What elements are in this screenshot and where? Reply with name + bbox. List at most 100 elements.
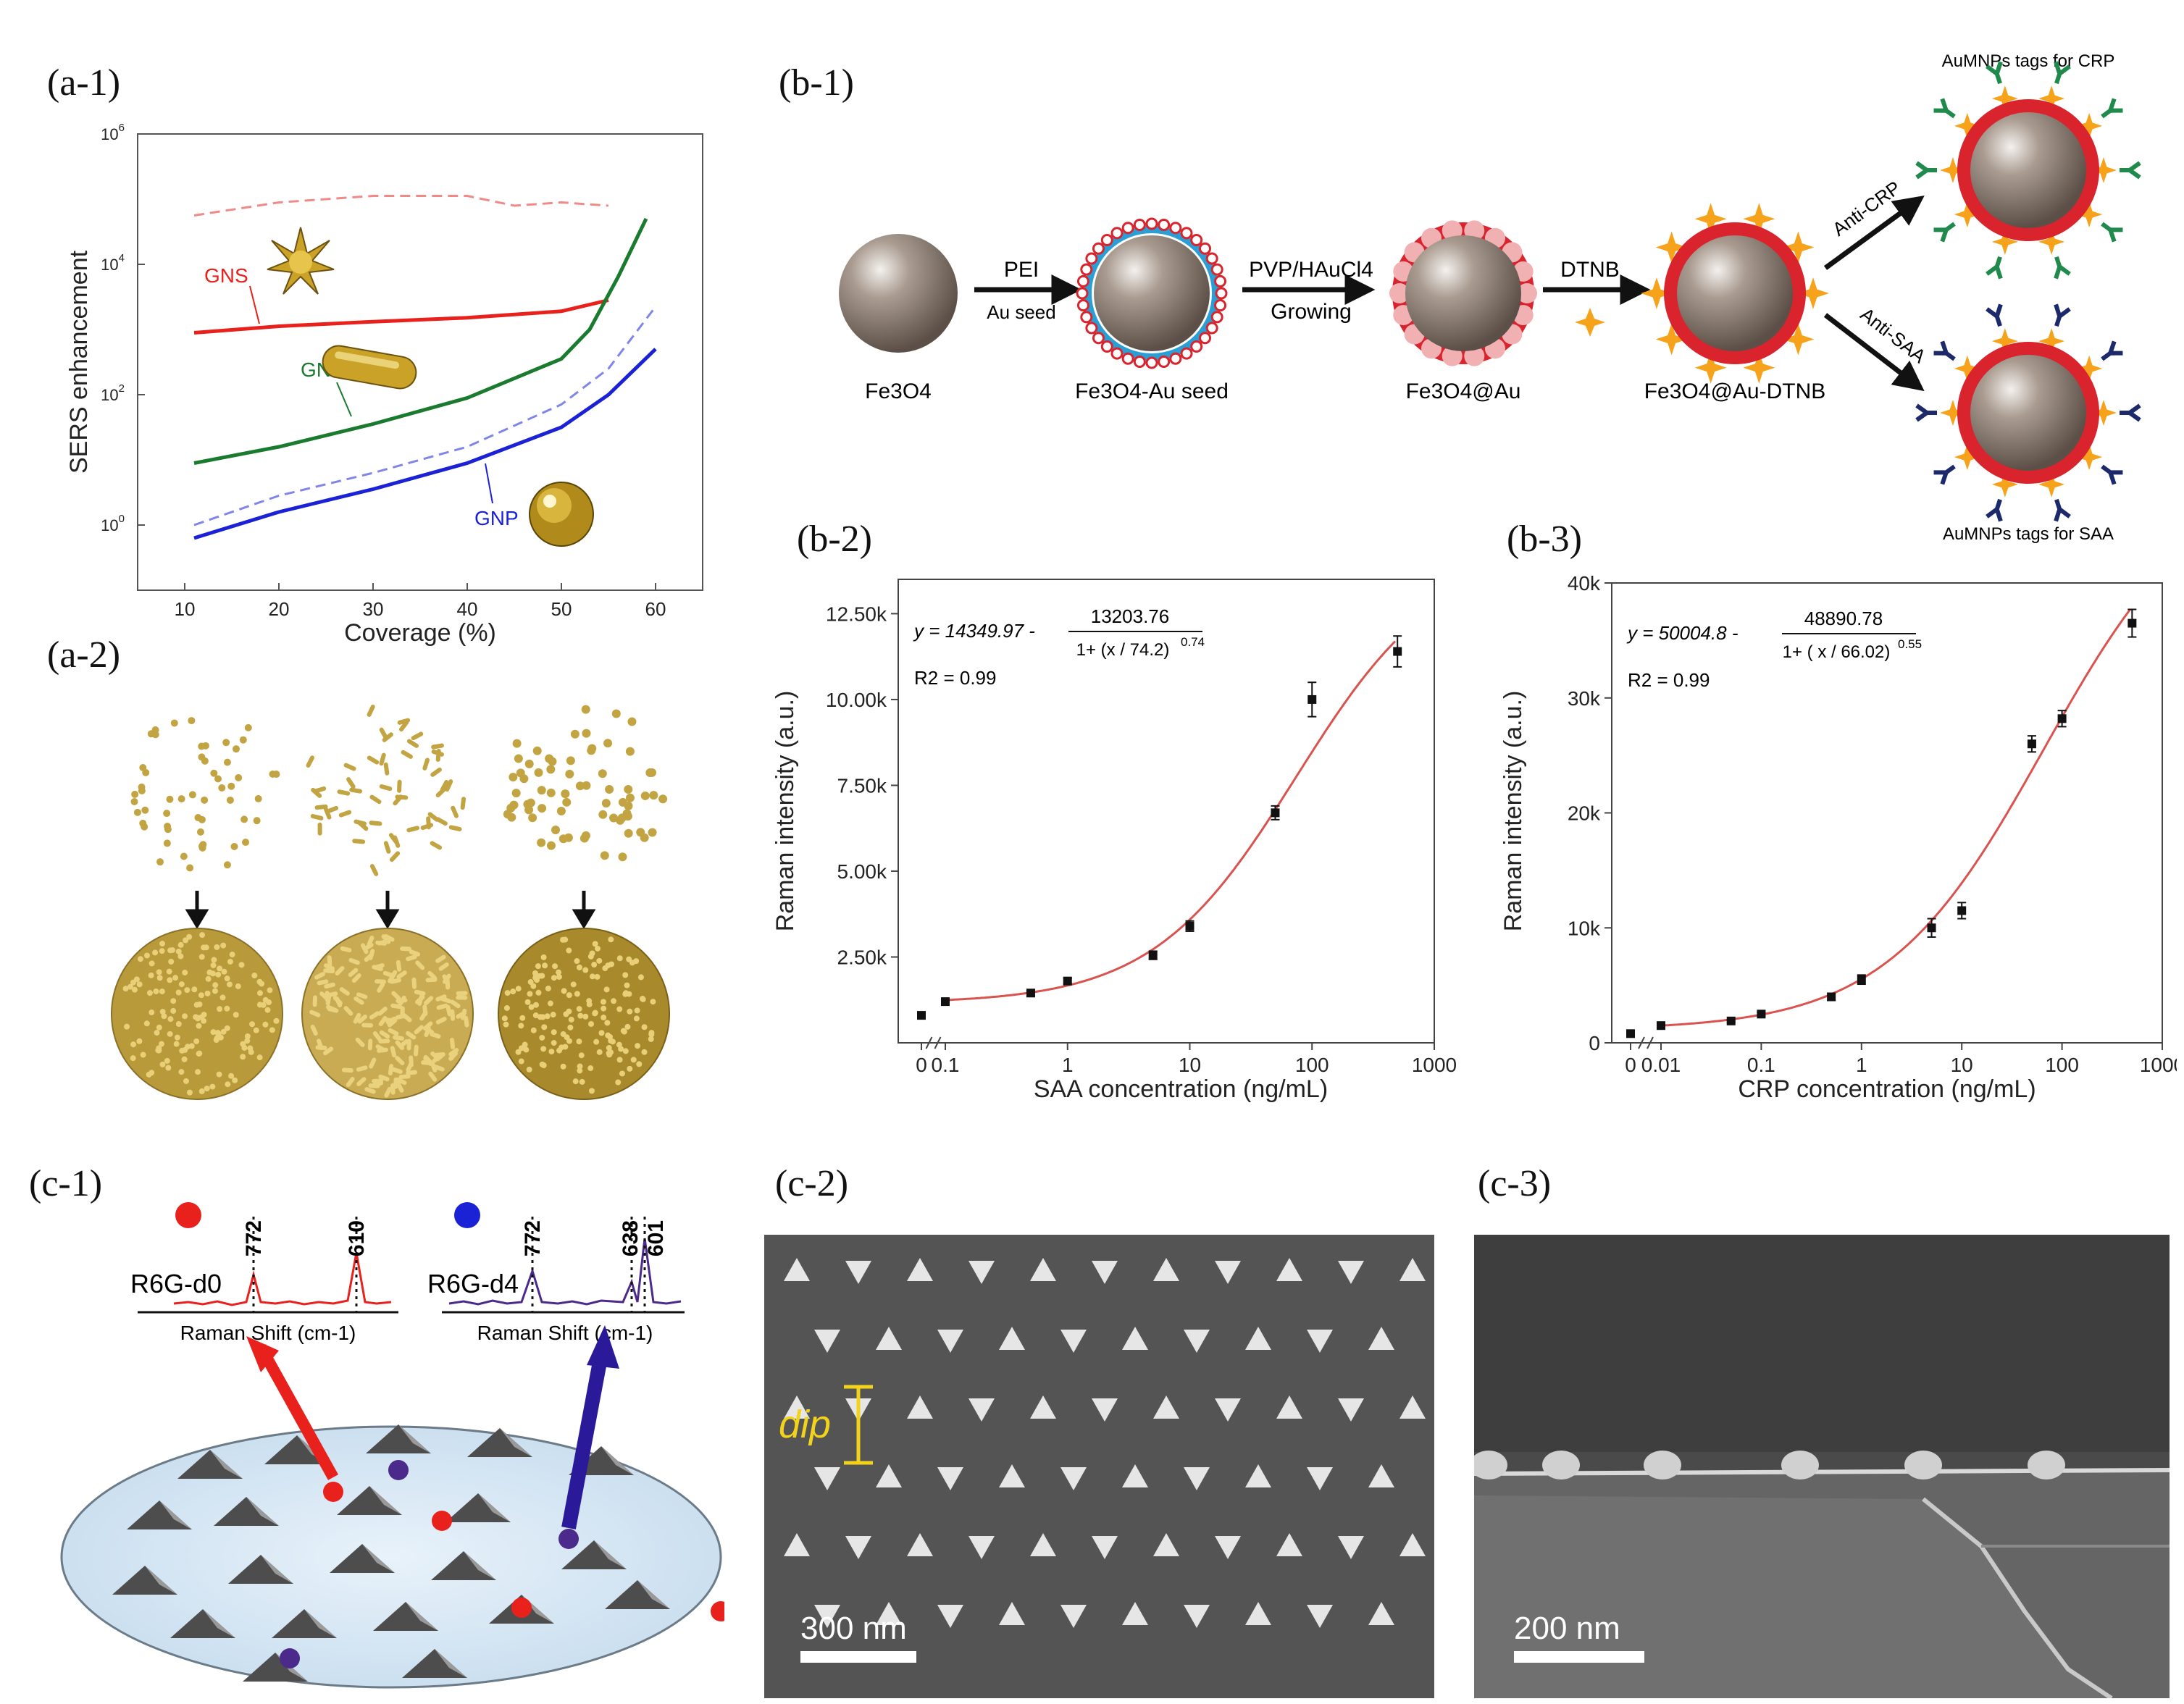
packed-nanoparticle (156, 1047, 162, 1054)
chart-a1-annotation-gnp: GNP (474, 507, 519, 529)
panel-label-b3: (b-3) (1507, 519, 1582, 560)
packed-nanoparticle (542, 962, 548, 969)
packed-nanorod (409, 949, 421, 957)
dtnb-star (2076, 444, 2103, 471)
nanoparticle (537, 786, 546, 795)
packed-nanoparticle (532, 970, 538, 976)
nanoparticle (235, 773, 243, 781)
nanorod (314, 804, 328, 810)
dtnb-molecule-icon (1575, 308, 1605, 337)
packed-nanoparticle (168, 958, 175, 965)
au-seed-dot (1092, 242, 1105, 255)
nanorod (379, 752, 386, 766)
chart-a1-xtick-label: 30 (363, 598, 384, 620)
spectrum-right-peak-label-601: 601 (644, 1220, 668, 1256)
sem-c2-triangle-particle (999, 1327, 1025, 1350)
packed-nanorod (422, 1004, 428, 1017)
nanoparticle (598, 810, 608, 819)
sem-c2-triangle-particle (845, 1536, 871, 1559)
down-arrow-1 (185, 891, 209, 929)
panel-label-b2: (b-2) (797, 519, 872, 560)
packed-nanorod (391, 991, 401, 1001)
r6g-d4-molecule-icon (454, 1202, 480, 1228)
packed-nanorod (367, 1038, 373, 1051)
r6g-d0-molecule (711, 1601, 724, 1621)
packed-nanoparticle (124, 1023, 130, 1030)
packed-nanoparticle (566, 1038, 572, 1044)
packed-nanoparticle (594, 973, 601, 980)
nanoparticle (566, 756, 575, 765)
nanoparticle (526, 798, 535, 807)
packed-nanoparticle (227, 958, 233, 965)
nanoparticle (609, 813, 619, 823)
packed-nanorod (317, 979, 329, 986)
nanorod (383, 841, 391, 854)
nanorod (406, 826, 419, 833)
r6g-d0-molecule (511, 1598, 532, 1618)
nanoparticle (645, 768, 655, 778)
raman-arrow-red-head (246, 1336, 279, 1372)
packed-nanoparticle (574, 991, 580, 997)
sem-c2-triangle-particle (1092, 1398, 1118, 1422)
antibody-icon (1915, 403, 1937, 422)
nanorod (445, 779, 453, 792)
packed-nanoparticle (173, 1041, 180, 1047)
packed-nanoparticle (217, 1034, 224, 1041)
packed-nanoparticle (544, 1013, 551, 1020)
packed-nanoparticle (615, 1079, 622, 1086)
sem-c2-triangle-particle (784, 1533, 810, 1556)
pyramid-facet (304, 1609, 337, 1638)
sem-c2-triangle-particle (968, 1536, 995, 1559)
packed-nanorod (415, 960, 425, 970)
dtnb-star (1743, 351, 1775, 384)
nanoparticle (239, 736, 247, 744)
nanoparticle (551, 825, 561, 834)
nanoparticle (188, 717, 196, 725)
pyramid-facet (398, 1424, 431, 1453)
nanoparticle (254, 794, 262, 802)
packed-nanorod (433, 1065, 445, 1072)
packed-nanoparticle (266, 999, 272, 1006)
au-seed-dot (1158, 356, 1171, 369)
sem-c3-background (1474, 1235, 2170, 1452)
nanoparticle (562, 797, 572, 807)
packed-nanoparticle (238, 962, 245, 968)
nanoparticle (556, 807, 566, 816)
packed-nanoparticle (648, 1036, 654, 1042)
packed-nanoparticle (182, 1013, 188, 1020)
packed-nanorod (442, 973, 451, 984)
au-seed-dot (1085, 322, 1098, 335)
packed-nanorod (351, 973, 361, 983)
chart-b2-ytick-label: 5.00k (837, 860, 887, 883)
sem-c2-triangle-particle (845, 1261, 871, 1284)
packed-nanoparticle (624, 1023, 631, 1030)
dtnb-star (1641, 277, 1673, 309)
pyramid-nanostructure (112, 1566, 177, 1595)
sem-c2-triangle-particle (1122, 1464, 1148, 1487)
packed-nanoparticle (627, 1008, 633, 1015)
nanoparticle (618, 852, 627, 862)
packed-nanoparticle (518, 1058, 524, 1065)
sem-c2-triangle-particle (784, 1395, 810, 1419)
packed-nanorod (440, 996, 451, 1004)
nanoparticle (222, 739, 230, 747)
dense-assembly-stars (498, 928, 670, 1100)
packed-nanoparticle (504, 990, 511, 996)
packed-nanorod (414, 1025, 424, 1035)
packed-nanoparticle (524, 999, 531, 1005)
nanoparticle (600, 851, 609, 860)
packed-nanorod (464, 1015, 469, 1028)
sem-c3-nanopyramid (1781, 1451, 1819, 1480)
panel-label-a1: (a-1) (47, 62, 121, 104)
packed-nanoparticle (648, 1030, 655, 1036)
antibody-icon (2101, 98, 2123, 119)
spectrum-right-peak-label-772: 772 (521, 1220, 545, 1256)
packed-nanoparticle (196, 1023, 202, 1029)
nanoparticle (509, 800, 519, 810)
chart-b3-xtick-label: 100 (2045, 1054, 2079, 1076)
nanoparticle (141, 806, 149, 814)
chart-a1-ytick-label: 102 (101, 382, 125, 404)
sem-c2-triangle-particle (968, 1261, 995, 1284)
packed-nanoparticle (273, 1017, 280, 1024)
packed-nanorod (353, 1012, 361, 1024)
